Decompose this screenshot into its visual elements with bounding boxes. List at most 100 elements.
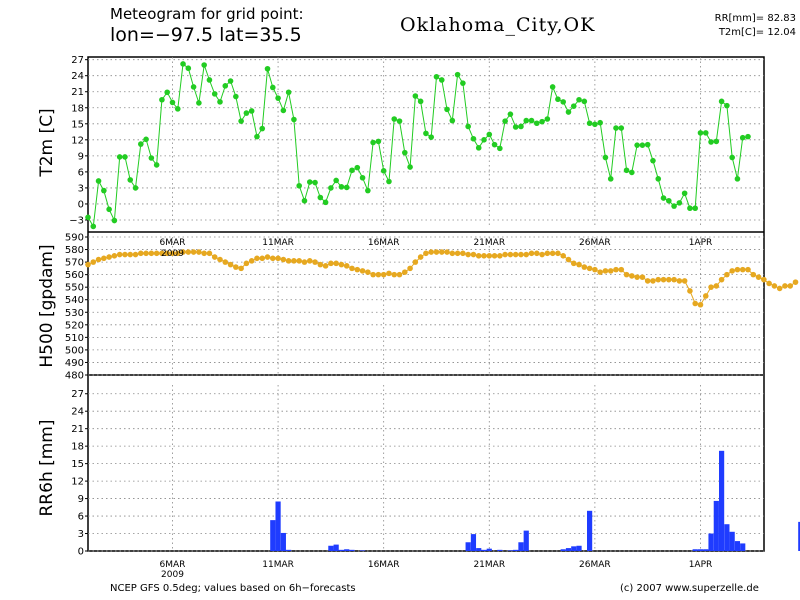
rr6h-bar bbox=[560, 549, 566, 551]
t2m-data-point bbox=[549, 84, 556, 90]
t2m-data-point bbox=[233, 93, 239, 100]
rr6h-bar bbox=[576, 545, 582, 551]
t2m-data-point bbox=[338, 184, 345, 190]
h500-data-point bbox=[497, 253, 503, 259]
t2m-data-point bbox=[259, 125, 266, 132]
h500-data-point bbox=[718, 276, 725, 283]
h500-data-point bbox=[755, 274, 762, 280]
rr6h-bar bbox=[476, 548, 482, 551]
t2m-data-point bbox=[502, 118, 508, 124]
h500-data-point bbox=[713, 283, 720, 289]
h500-data-point bbox=[676, 278, 683, 284]
h500-data-point bbox=[528, 250, 535, 257]
h500-data-point bbox=[776, 285, 783, 292]
y-tick-label: 27 bbox=[71, 55, 84, 66]
t2m-data-point bbox=[354, 164, 361, 171]
t2m-data-point bbox=[560, 99, 566, 105]
y-tick-label: 490 bbox=[65, 358, 84, 369]
h500-data-point bbox=[518, 251, 524, 258]
h500-data-point bbox=[328, 260, 334, 267]
y-tick-label: 6 bbox=[78, 512, 84, 523]
t2m-data-point bbox=[475, 145, 482, 151]
t2m-data-point bbox=[555, 96, 561, 103]
h500-data-point bbox=[138, 250, 144, 257]
h500-data-point bbox=[576, 261, 582, 268]
rr6h-bar bbox=[713, 500, 719, 551]
t2m-data-point bbox=[370, 139, 376, 146]
t2m-data-point bbox=[148, 155, 155, 161]
t2m-data-point bbox=[613, 125, 619, 131]
y-tick-label: 24 bbox=[71, 71, 84, 82]
y-tick-label: 590 bbox=[65, 233, 84, 244]
t2m-data-point bbox=[275, 95, 281, 101]
h500-data-point bbox=[634, 274, 640, 280]
t2m-data-point bbox=[623, 167, 630, 174]
rr6h-bar bbox=[470, 534, 477, 551]
x-year-label: 2009 bbox=[161, 570, 184, 580]
h500-data-point bbox=[180, 249, 186, 255]
h500-data-point bbox=[666, 276, 672, 283]
h500-data-point bbox=[238, 265, 244, 272]
t2m-data-point bbox=[470, 135, 477, 142]
t2m-data-point bbox=[539, 118, 545, 125]
y-tick-label: 9 bbox=[78, 151, 84, 162]
h500-data-point bbox=[745, 266, 751, 273]
stat-rr-total: RR[mm]= 82.83 bbox=[714, 13, 796, 24]
rr6h-bar bbox=[349, 549, 355, 551]
rr6h-bar bbox=[497, 549, 503, 551]
rr6h-bar bbox=[703, 549, 709, 551]
t2m-data-point bbox=[143, 136, 149, 143]
h500-data-point bbox=[333, 260, 339, 267]
h500-data-point bbox=[581, 264, 588, 270]
y-axis-label: H500 [gpdam] bbox=[37, 244, 57, 367]
y-tick-label: 0 bbox=[78, 199, 84, 210]
y-tick-label: 15 bbox=[71, 119, 84, 130]
h500-data-point bbox=[306, 258, 313, 264]
t2m-data-point bbox=[375, 138, 382, 145]
y-tick-label: −3 bbox=[69, 215, 84, 226]
t2m-data-point bbox=[380, 168, 387, 174]
t2m-data-point bbox=[586, 120, 593, 127]
t2m-data-point bbox=[312, 179, 318, 186]
t2m-data-point bbox=[634, 142, 640, 148]
h500-data-point bbox=[248, 258, 255, 264]
t2m-data-point bbox=[280, 107, 287, 114]
h500-data-point bbox=[613, 266, 619, 273]
h500-data-point bbox=[148, 250, 155, 257]
rr6h-bar bbox=[344, 549, 350, 551]
t2m-data-point bbox=[343, 184, 350, 191]
t2m-data-point bbox=[660, 195, 667, 201]
t2m-data-point bbox=[650, 157, 656, 164]
h500-data-point bbox=[365, 269, 371, 275]
y-axis-label: RR6h [mm] bbox=[37, 419, 57, 516]
rr6h-bar bbox=[729, 531, 735, 551]
h500-data-point bbox=[782, 283, 788, 289]
h500-data-point bbox=[607, 268, 614, 274]
h500-data-point bbox=[750, 271, 757, 278]
t2m-data-point bbox=[444, 106, 450, 113]
h500-data-point bbox=[380, 271, 387, 278]
t2m-data-point bbox=[238, 118, 244, 124]
h500-data-point bbox=[111, 253, 118, 259]
rr6h-bar bbox=[275, 501, 281, 551]
h500-data-point bbox=[507, 251, 514, 258]
y-tick-label: 530 bbox=[65, 308, 84, 319]
h500-data-point bbox=[116, 251, 123, 258]
t2m-data-point bbox=[402, 149, 408, 156]
h500-data-point bbox=[101, 255, 107, 262]
h500-data-point bbox=[444, 249, 450, 255]
t2m-data-point bbox=[729, 154, 735, 161]
h500-data-point bbox=[370, 271, 376, 278]
h500-data-point bbox=[375, 271, 382, 278]
t2m-data-point bbox=[423, 130, 429, 137]
h500-data-point bbox=[761, 276, 767, 283]
x-date-label: 6MAR bbox=[160, 560, 186, 570]
h500-data-point bbox=[417, 254, 424, 260]
t2m-data-point bbox=[185, 65, 192, 72]
h500-data-point bbox=[650, 278, 656, 284]
h500-data-point bbox=[729, 268, 735, 274]
t2m-data-point bbox=[159, 96, 165, 103]
y-tick-label: 510 bbox=[65, 333, 84, 344]
h500-data-point bbox=[470, 251, 477, 258]
